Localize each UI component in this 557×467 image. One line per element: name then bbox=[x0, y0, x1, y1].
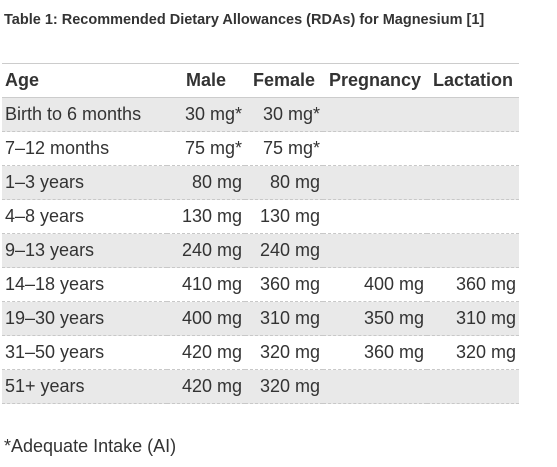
table-row: 1–3 years 80 mg 80 mg bbox=[2, 165, 519, 200]
cell-age: 4–8 years bbox=[2, 199, 167, 234]
cell-lactation bbox=[427, 199, 519, 234]
cell-male: 75 mg* bbox=[167, 131, 245, 166]
cell-pregnancy: 360 mg bbox=[323, 335, 427, 370]
table-row: 31–50 years 420 mg 320 mg 360 mg 320 mg bbox=[2, 335, 519, 370]
cell-pregnancy bbox=[323, 199, 427, 234]
header-female: Female bbox=[245, 63, 323, 98]
table-row: 14–18 years 410 mg 360 mg 400 mg 360 mg bbox=[2, 267, 519, 302]
cell-female: 360 mg bbox=[245, 267, 323, 302]
cell-age: 9–13 years bbox=[2, 233, 167, 268]
table-row: 51+ years 420 mg 320 mg bbox=[2, 369, 519, 404]
cell-female: 240 mg bbox=[245, 233, 323, 268]
cell-female: 310 mg bbox=[245, 301, 323, 336]
cell-female: 130 mg bbox=[245, 199, 323, 234]
cell-male: 130 mg bbox=[167, 199, 245, 234]
cell-female: 320 mg bbox=[245, 369, 323, 404]
cell-pregnancy bbox=[323, 131, 427, 166]
cell-male: 400 mg bbox=[167, 301, 245, 336]
table-row: 4–8 years 130 mg 130 mg bbox=[2, 199, 519, 234]
cell-pregnancy: 400 mg bbox=[323, 267, 427, 302]
footnote: *Adequate Intake (AI) bbox=[4, 436, 177, 456]
cell-female: 30 mg* bbox=[245, 97, 323, 132]
cell-lactation bbox=[427, 131, 519, 166]
cell-lactation: 360 mg bbox=[427, 267, 519, 302]
rda-table: Age Male Female Pregnancy Lactation Birt… bbox=[2, 63, 519, 404]
header-age: Age bbox=[2, 63, 167, 98]
cell-pregnancy bbox=[323, 369, 427, 404]
table-row: 9–13 years 240 mg 240 mg bbox=[2, 233, 519, 268]
cell-male: 240 mg bbox=[167, 233, 245, 268]
cell-male: 420 mg bbox=[167, 369, 245, 404]
cell-male: 410 mg bbox=[167, 267, 245, 302]
cell-age: 1–3 years bbox=[2, 165, 167, 200]
cell-lactation bbox=[427, 97, 519, 132]
header-male: Male bbox=[167, 63, 245, 98]
header-pregnancy: Pregnancy bbox=[323, 63, 427, 98]
cell-age: Birth to 6 months bbox=[2, 97, 167, 132]
cell-female: 75 mg* bbox=[245, 131, 323, 166]
cell-pregnancy bbox=[323, 165, 427, 200]
cell-age: 51+ years bbox=[2, 369, 167, 404]
table-row: Birth to 6 months 30 mg* 30 mg* bbox=[2, 97, 519, 132]
table-caption: Table 1: Recommended Dietary Allowances … bbox=[4, 12, 485, 28]
cell-pregnancy bbox=[323, 233, 427, 268]
cell-male: 420 mg bbox=[167, 335, 245, 370]
cell-female: 320 mg bbox=[245, 335, 323, 370]
cell-age: 19–30 years bbox=[2, 301, 167, 336]
cell-age: 31–50 years bbox=[2, 335, 167, 370]
cell-lactation bbox=[427, 233, 519, 268]
cell-male: 80 mg bbox=[167, 165, 245, 200]
cell-lactation: 310 mg bbox=[427, 301, 519, 336]
cell-lactation: 320 mg bbox=[427, 335, 519, 370]
cell-female: 80 mg bbox=[245, 165, 323, 200]
table-row: 19–30 years 400 mg 310 mg 350 mg 310 mg bbox=[2, 301, 519, 336]
header-lactation: Lactation bbox=[427, 63, 519, 98]
cell-age: 7–12 months bbox=[2, 131, 167, 166]
table-row: 7–12 months 75 mg* 75 mg* bbox=[2, 131, 519, 166]
cell-lactation bbox=[427, 165, 519, 200]
header-row: Age Male Female Pregnancy Lactation bbox=[2, 63, 519, 98]
cell-age: 14–18 years bbox=[2, 267, 167, 302]
table-header: Age Male Female Pregnancy Lactation bbox=[2, 63, 519, 98]
cell-lactation bbox=[427, 369, 519, 404]
cell-male: 30 mg* bbox=[167, 97, 245, 132]
cell-pregnancy bbox=[323, 97, 427, 132]
table-body: Birth to 6 months 30 mg* 30 mg* 7–12 mon… bbox=[2, 97, 519, 404]
cell-pregnancy: 350 mg bbox=[323, 301, 427, 336]
